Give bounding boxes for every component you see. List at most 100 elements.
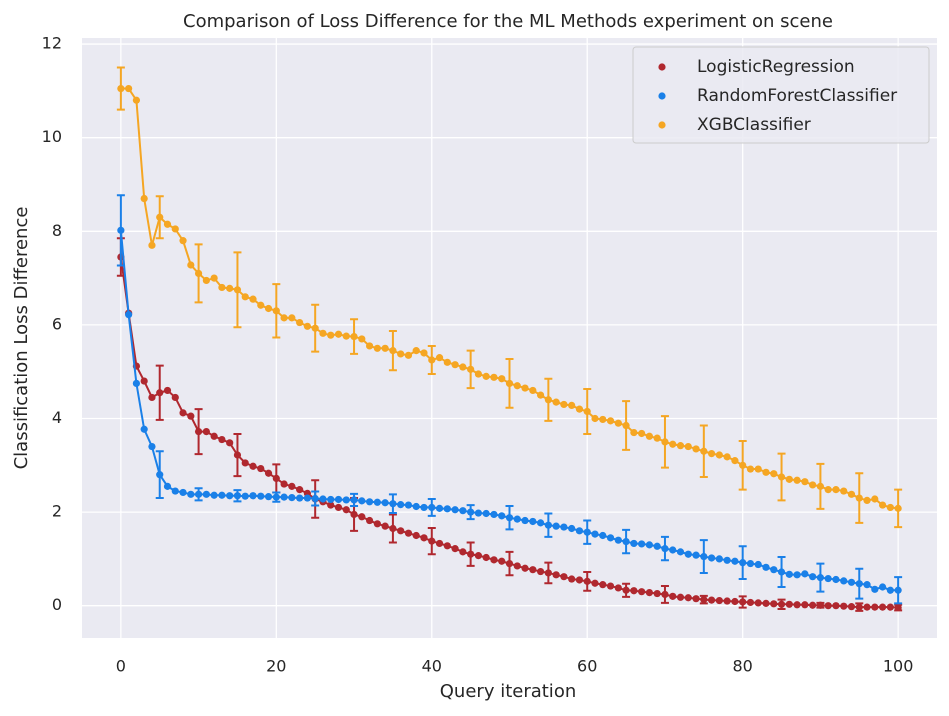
error-bar (194, 408, 203, 456)
data-point (762, 599, 770, 607)
data-point (575, 527, 584, 535)
data-point (676, 593, 685, 601)
data-point (397, 527, 405, 535)
data-point (878, 603, 887, 611)
data-point (474, 509, 483, 517)
data-point (785, 475, 793, 483)
error-bar (816, 601, 825, 609)
data-point (536, 519, 545, 527)
error-bar (466, 504, 475, 521)
data-point (241, 459, 249, 467)
error-bar (660, 585, 669, 604)
error-bar (660, 535, 669, 562)
data-point (731, 557, 739, 565)
data-point (412, 531, 420, 540)
legend-marker (658, 63, 666, 71)
data-point (809, 573, 817, 581)
legend-marker (658, 92, 666, 100)
data-point (373, 520, 381, 528)
data-point (599, 531, 607, 540)
error-bar (699, 424, 708, 479)
data-point (521, 564, 529, 572)
data-point (723, 597, 731, 605)
error-bar (388, 493, 397, 515)
data-point (770, 566, 778, 574)
legend-box (632, 46, 930, 144)
data-point (498, 375, 506, 383)
data-point (521, 516, 529, 525)
error-bar (194, 243, 203, 304)
data-point (513, 382, 521, 390)
error-bar (233, 251, 242, 329)
data-point (365, 516, 374, 525)
data-point (653, 589, 661, 598)
data-point (770, 470, 778, 478)
x-tick-label: 20 (266, 657, 286, 676)
error-bar (155, 195, 164, 240)
data-point (218, 491, 226, 499)
data-point (560, 400, 568, 409)
error-bar (855, 602, 864, 612)
x-tick-label: 100 (883, 657, 914, 676)
data-point (435, 539, 444, 548)
error-bar (427, 344, 436, 376)
data-point (653, 434, 661, 442)
data-point (847, 490, 856, 498)
data-point (404, 351, 413, 359)
error-bar (272, 491, 281, 503)
data-point (498, 557, 506, 565)
data-point (723, 556, 731, 564)
data-point (451, 361, 459, 369)
data-point (824, 574, 832, 583)
data-point (591, 579, 599, 587)
data-point (163, 482, 172, 490)
data-point (886, 586, 894, 594)
data-point (443, 542, 451, 550)
data-point (482, 372, 490, 380)
data-point (591, 414, 599, 423)
data-point (342, 332, 350, 340)
legend-label: RandomForestClassifier (697, 86, 897, 106)
error-bar (738, 545, 747, 581)
data-point (715, 596, 723, 605)
data-point (785, 570, 793, 578)
error-bar (505, 505, 514, 531)
data-point (793, 571, 801, 579)
data-point (249, 295, 257, 303)
data-point (482, 509, 490, 518)
data-point (171, 225, 179, 233)
data-point (684, 550, 692, 558)
x-tick-label: 40 (422, 657, 442, 676)
data-point (809, 601, 817, 609)
data-point (171, 393, 179, 402)
data-point (878, 583, 887, 591)
error-bar (583, 519, 592, 545)
data-point (412, 347, 420, 355)
y-tick-label: 6 (52, 314, 62, 333)
data-point (630, 587, 638, 595)
data-point (132, 96, 141, 104)
data-point (638, 588, 646, 596)
data-point (653, 542, 661, 550)
data-point (762, 563, 770, 571)
data-point (451, 545, 459, 553)
data-point (358, 513, 366, 521)
data-point (669, 440, 677, 448)
data-point (529, 386, 537, 395)
data-point (568, 575, 576, 583)
data-point (381, 499, 389, 507)
data-point (521, 384, 529, 392)
data-point (591, 530, 599, 538)
data-point (342, 496, 350, 504)
data-point (606, 417, 615, 425)
data-point (342, 506, 350, 514)
data-point (474, 370, 483, 378)
data-point (692, 595, 700, 603)
data-point (241, 492, 249, 500)
data-point (878, 501, 887, 509)
data-point (630, 428, 638, 437)
data-point (365, 498, 374, 506)
error-bar (194, 487, 203, 502)
error-bar (505, 358, 514, 409)
